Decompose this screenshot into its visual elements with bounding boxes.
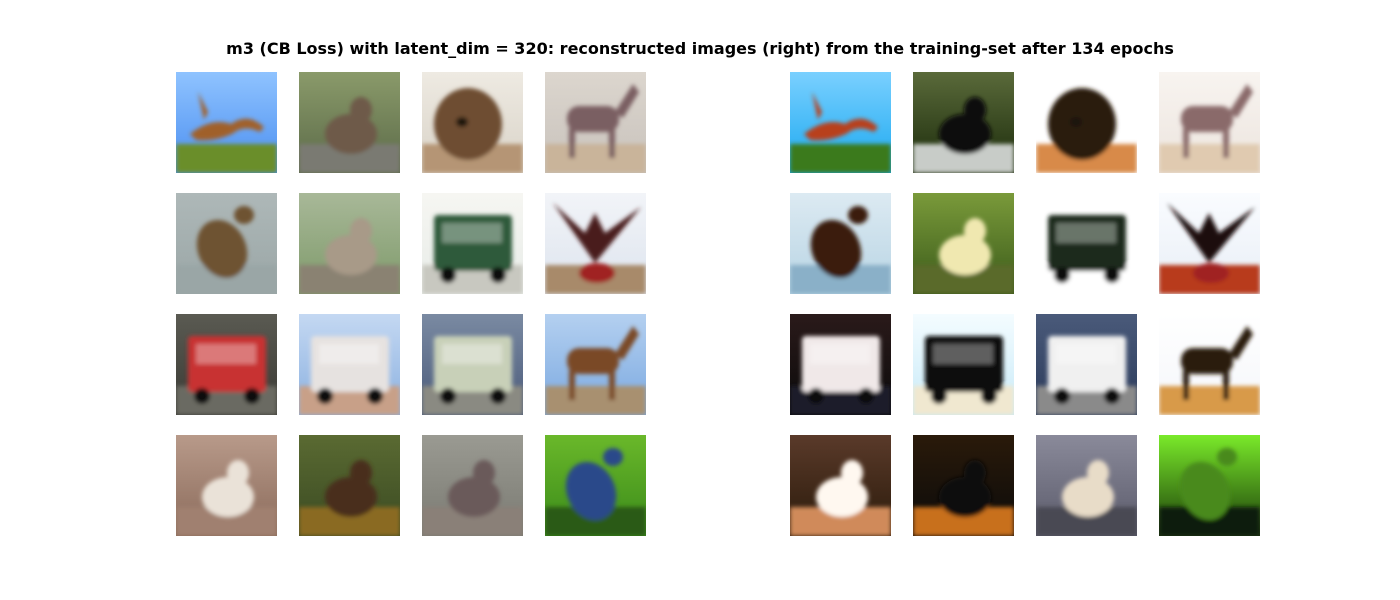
original-image-tile [299,72,400,173]
reconstructed-image-tile-picture [1036,435,1137,536]
original-image-tile [299,435,400,536]
reconstructed-image-tile [913,72,1014,173]
reconstructed-image-tile [1159,193,1260,294]
original-image-tile-picture [422,314,523,415]
reconstructed-image-tile-picture [790,435,891,536]
reconstructed-image-tile [1036,72,1137,173]
original-image-tile [422,435,523,536]
original-image-tile-picture [299,435,400,536]
original-images-grid [176,72,646,536]
reconstructed-image-tile [790,72,891,173]
original-image-tile-picture [545,435,646,536]
reconstructed-image-tile-picture [1036,193,1137,294]
original-image-tile [176,314,277,415]
reconstructed-image-tile [1036,314,1137,415]
reconstructed-image-tile-picture [1159,314,1260,415]
original-image-tile-picture [299,72,400,173]
reconstructed-image-tile-picture [913,72,1014,173]
reconstructed-image-tile-picture [913,193,1014,294]
original-image-tile [299,314,400,415]
reconstructed-image-tile-picture [1159,435,1260,536]
reconstructed-image-tile-picture [1036,72,1137,173]
reconstructed-image-tile-picture [1159,72,1260,173]
reconstructed-image-tile [1036,435,1137,536]
reconstructed-image-tile-picture [913,435,1014,536]
original-image-tile [422,193,523,294]
original-image-tile [176,72,277,173]
reconstructed-image-tile [1036,193,1137,294]
reconstructed-image-tile-picture [790,72,891,173]
reconstructed-image-tile-picture [790,193,891,294]
reconstructed-image-tile [1159,435,1260,536]
reconstructed-image-tile [790,314,891,415]
original-image-tile [545,435,646,536]
reconstructed-image-tile-picture [913,314,1014,415]
original-image-tile-picture [545,193,646,294]
original-image-tile-picture [176,193,277,294]
original-image-tile [422,314,523,415]
original-image-tile [176,193,277,294]
reconstructed-images-grid [790,72,1260,536]
original-image-tile [545,314,646,415]
reconstructed-image-tile [790,193,891,294]
reconstructed-image-tile-picture [1159,193,1260,294]
original-image-tile-picture [545,314,646,415]
original-image-tile-picture [545,72,646,173]
reconstructed-image-tile [1159,314,1260,415]
original-image-tile [176,435,277,536]
original-image-tile [299,193,400,294]
original-image-tile-picture [176,72,277,173]
original-image-tile-picture [299,193,400,294]
reconstructed-image-tile [790,435,891,536]
reconstructed-image-tile-picture [790,314,891,415]
original-image-tile-picture [422,72,523,173]
original-image-tile-picture [422,435,523,536]
original-image-tile-picture [176,435,277,536]
reconstructed-image-tile [913,435,1014,536]
reconstructed-image-tile [1159,72,1260,173]
original-image-tile [545,72,646,173]
original-image-tile [422,72,523,173]
reconstructed-image-tile-picture [1036,314,1137,415]
original-image-tile-picture [422,193,523,294]
original-image-tile-picture [299,314,400,415]
figure-title: m3 (CB Loss) with latent_dim = 320: reco… [226,39,1174,58]
original-image-tile-picture [176,314,277,415]
reconstructed-image-tile [913,314,1014,415]
reconstructed-image-tile [913,193,1014,294]
original-image-tile [545,193,646,294]
